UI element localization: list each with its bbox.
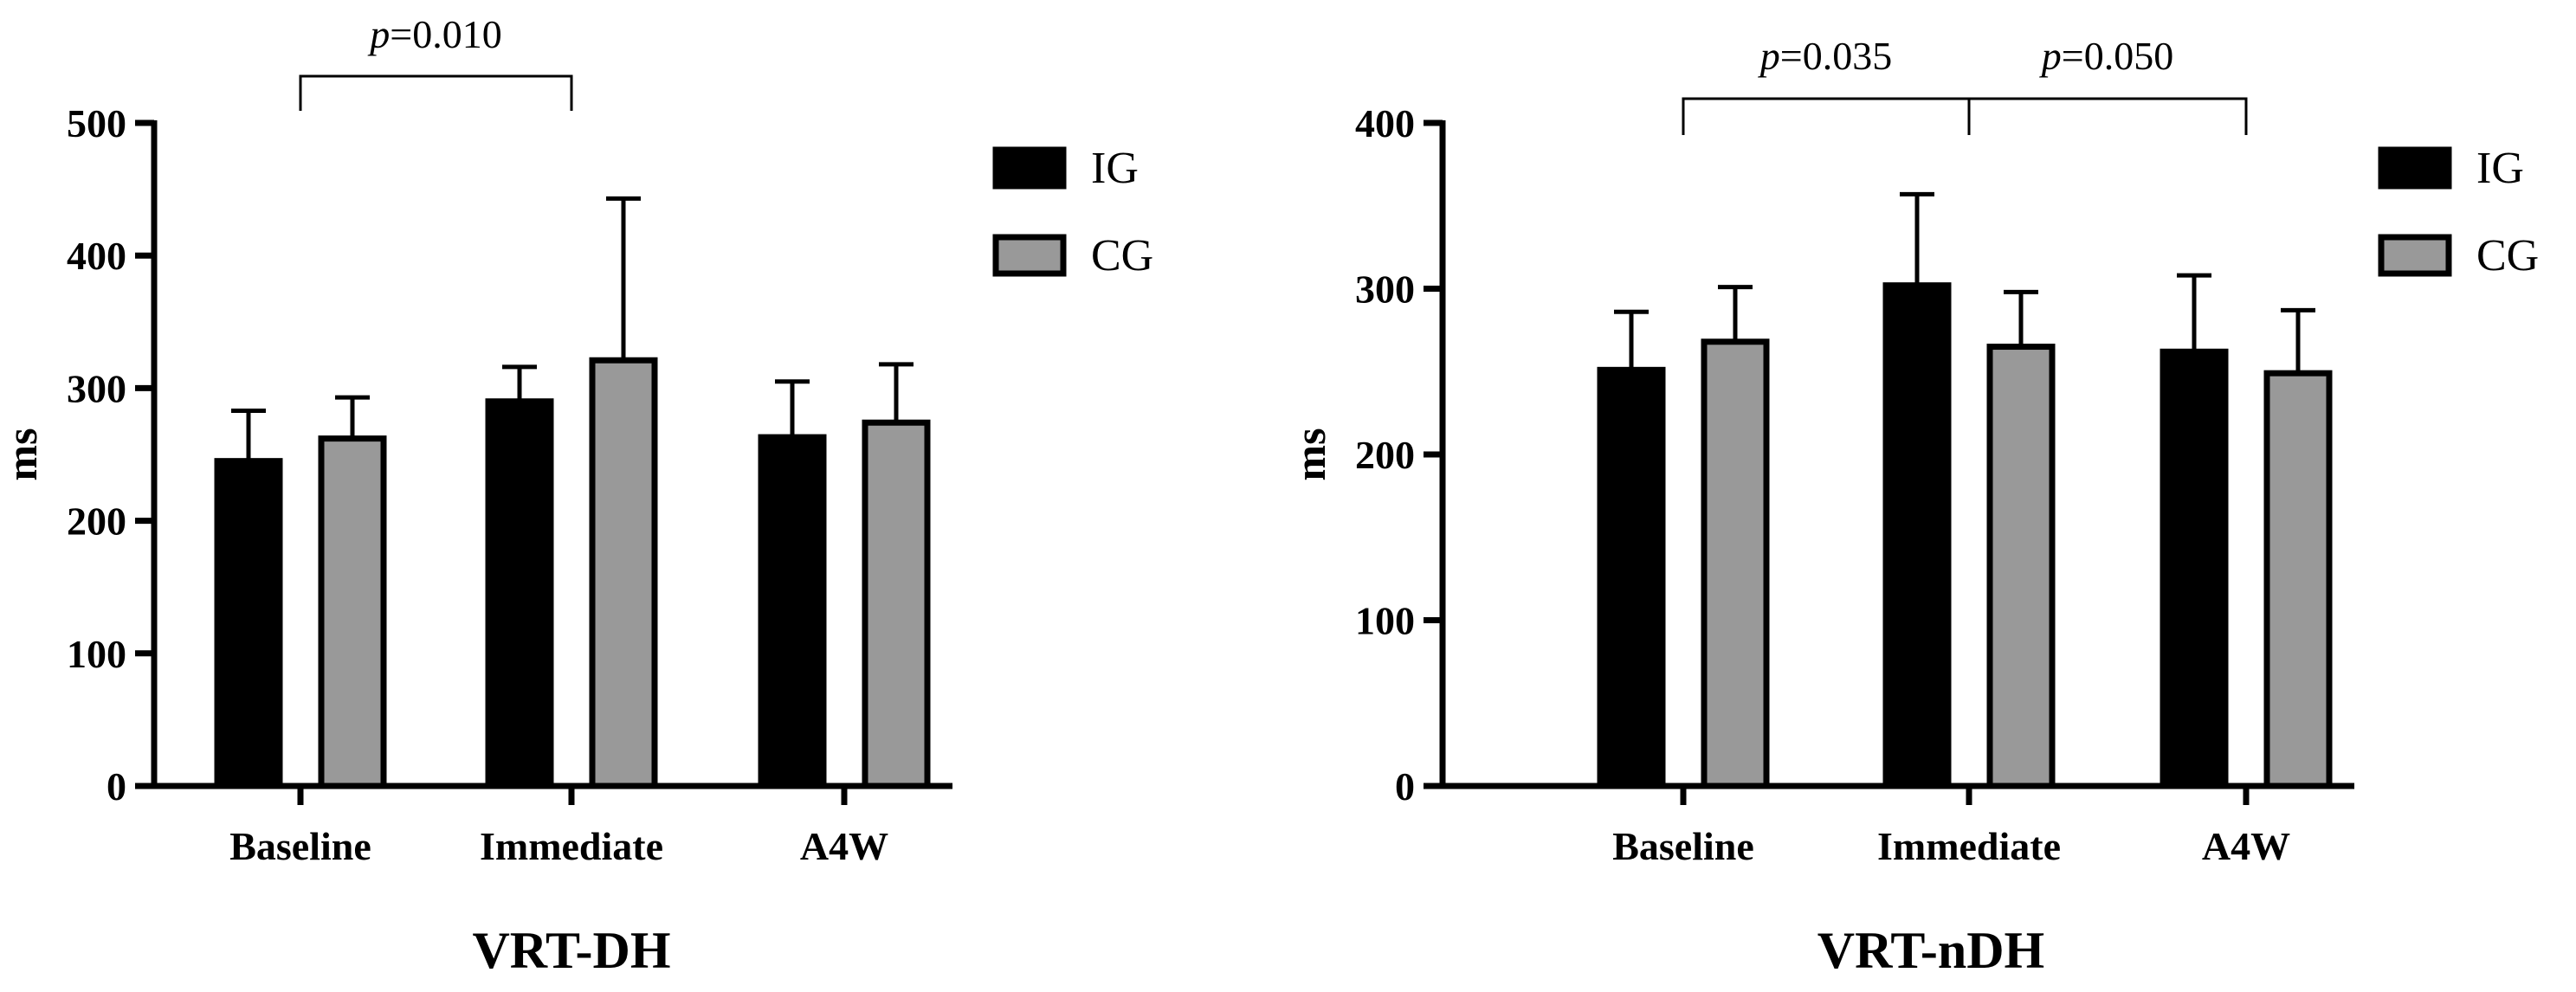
significance-label: p=0.050 <box>2039 34 2173 78</box>
bar-cg-immediate <box>589 357 658 789</box>
significance-bracket-line <box>299 74 573 111</box>
y-tick-label: 200 <box>1355 433 1415 477</box>
x-tick-label-immediate: Immediate <box>1877 824 2061 868</box>
bar-ig-immediate <box>485 398 554 789</box>
legend-swatch-cg <box>992 234 1067 277</box>
significance-bracket-line <box>1682 97 1971 135</box>
significance-bracket <box>1682 97 1971 135</box>
chart-panel-vrt-dh: 0 100 200 300 400 500 Baseline Immediate A4W p=0.… <box>0 12 1153 979</box>
legend-swatch-ig <box>992 146 1067 190</box>
bar-ig-a4w <box>2160 348 2229 789</box>
chart-title: VRT-DH <box>472 922 670 979</box>
legend-label-cg: CG <box>2476 231 2539 280</box>
y-tick-label: 400 <box>1355 101 1415 145</box>
bar-ig-immediate <box>1882 282 1952 789</box>
y-tick-label: 100 <box>67 632 126 676</box>
bar-cg-baseline <box>318 435 387 789</box>
chart-svg-vrt-dh: 0 100 200 300 400 500 Baseline Immediate A4W p=0.… <box>0 12 1153 979</box>
bar-cg-immediate <box>1986 344 2056 789</box>
significance-p-value: =0.035 <box>1780 34 1892 78</box>
significance-p-symbol: p <box>367 12 390 56</box>
y-tick-label: 300 <box>67 366 126 410</box>
y-axis-label: ms <box>0 428 46 480</box>
x-tick-label-immediate: Immediate <box>480 824 663 868</box>
significance-p-value: =0.010 <box>390 12 501 56</box>
significance-bracket-line <box>1967 97 2248 135</box>
legend-label-ig: IG <box>1091 144 1139 193</box>
bar-cg-baseline <box>1701 338 1770 789</box>
significance-p-value: =0.050 <box>2062 34 2173 78</box>
y-tick-label: 300 <box>1355 267 1415 312</box>
significance-p-symbol: p <box>1758 34 1780 78</box>
legend-label-ig: IG <box>2476 144 2524 193</box>
x-tick-label-a4w: A4W <box>800 824 888 868</box>
x-tick-label-baseline: Baseline <box>229 824 371 868</box>
y-tick-label: 0 <box>1395 764 1415 808</box>
y-tick-label: 200 <box>67 499 126 544</box>
legend-swatch-cg <box>2378 234 2452 277</box>
chart-panel-vrt-ndh: 0 100 200 300 400 Baseline Immediate A4W p=0.035… <box>1288 0 2576 992</box>
bar-cg-a4w <box>862 419 931 789</box>
y-tick-label: 500 <box>67 101 126 145</box>
significance-bracket <box>299 74 573 111</box>
x-tick-label-a4w: A4W <box>2202 824 2290 868</box>
y-tick-label: 0 <box>107 764 126 808</box>
y-tick-label: 100 <box>1355 599 1415 643</box>
legend-label-cg: CG <box>1091 231 1153 280</box>
significance-label: p=0.010 <box>367 12 501 56</box>
y-tick-label: 400 <box>67 234 126 278</box>
significance-p-symbol: p <box>2039 34 2062 78</box>
bar-ig-a4w <box>758 434 827 789</box>
bar-cg-a4w <box>2263 370 2333 789</box>
significance-bracket <box>1967 97 2248 135</box>
x-tick-label-baseline: Baseline <box>1612 824 1754 868</box>
bar-ig-baseline <box>214 458 283 789</box>
chart-title: VRT-nDH <box>1817 922 2044 979</box>
legend-swatch-ig <box>2378 146 2452 190</box>
significance-label: p=0.035 <box>1758 34 1892 78</box>
y-axis-label: ms <box>1288 428 1334 480</box>
bar-ig-baseline <box>1597 366 1666 789</box>
